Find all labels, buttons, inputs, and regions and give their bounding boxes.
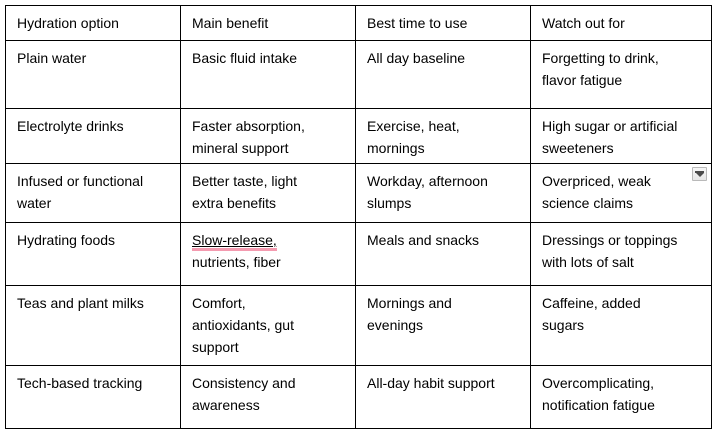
table-row: Plain water Basic fluid intake All day bas… — [5, 40, 712, 109]
cell-text: Hydrating foods — [17, 232, 116, 248]
cell-text: Consistency and awareness — [192, 375, 296, 413]
cell-text: Meals and snacks — [367, 232, 480, 248]
cell-text: Basic fluid intake — [192, 50, 298, 66]
cell-text: Better taste, light extra benefits — [192, 173, 298, 211]
header-cell[interactable]: Best time to use — [355, 5, 531, 41]
body-cell[interactable]: Slow-release, nutrients, fiber — [180, 222, 356, 286]
body-cell[interactable]: All day baseline — [355, 40, 531, 109]
cell-text: Exercise, heat, mornings — [367, 118, 460, 156]
cell-text: Overpriced, weak science claims — [542, 173, 651, 211]
cell-text: Plain water — [17, 50, 87, 66]
table-body: Hydration option Main benefit Best time to… — [5, 5, 712, 429]
cell-text: Infused or functional water — [17, 173, 144, 211]
header-cell[interactable]: Hydration option — [5, 5, 181, 41]
table-row: Infused or functional water Better taste,… — [5, 163, 712, 223]
cell-text: Best time to use — [367, 15, 468, 31]
body-cell[interactable]: Dressings or toppings with lots of salt — [530, 222, 712, 286]
cell-text: Mornings and evenings — [367, 295, 452, 333]
body-cell[interactable]: Infused or functional water — [5, 163, 181, 223]
cell-text: Tech-based tracking — [17, 375, 143, 391]
header-cell[interactable]: Watch out for — [530, 5, 712, 41]
body-cell[interactable]: Basic fluid intake — [180, 40, 356, 109]
cell-text: Faster absorption, mineral support — [192, 118, 305, 156]
body-cell[interactable]: Forgetting to drink, flavor fatigue — [530, 40, 712, 109]
body-cell[interactable]: Workday, afternoon slumps — [355, 163, 531, 223]
cell-text: nutrients, fiber — [192, 254, 281, 270]
cell-text: Hydration option — [17, 15, 119, 31]
body-cell[interactable]: Overcomplicating, notification fatigue — [530, 365, 712, 429]
cell-text: Forgetting to drink, flavor fatigue — [542, 50, 659, 88]
chevron-down-icon — [695, 171, 704, 177]
body-cell[interactable]: Tech-based tracking — [5, 365, 181, 429]
cell-text: All-day habit support — [367, 375, 495, 391]
cell-text: Main benefit — [192, 15, 269, 31]
table-row: Tech-based tracking Consistency and aware… — [5, 365, 712, 429]
hydration-table: Hydration option Main benefit Best time to… — [5, 5, 712, 429]
cell-text: Caffeine, added sugars — [542, 295, 641, 333]
header-cell[interactable]: Main benefit — [180, 5, 356, 41]
body-cell[interactable]: Caffeine, added sugars — [530, 285, 712, 366]
cell-text: Dressings or toppings with lots of salt — [542, 232, 678, 270]
body-cell[interactable]: Mornings and evenings — [355, 285, 531, 366]
body-cell[interactable]: Hydrating foods — [5, 222, 181, 286]
body-cell[interactable]: Faster absorption, mineral support — [180, 108, 356, 164]
cell-text: Workday, afternoon slumps — [367, 173, 488, 211]
table-row: Teas and plant milks Comfort, antioxidant… — [5, 285, 712, 366]
body-cell[interactable]: Exercise, heat, mornings — [355, 108, 531, 164]
body-cell[interactable]: Meals and snacks — [355, 222, 531, 286]
body-cell[interactable]: Plain water — [5, 40, 181, 109]
cell-text: All day baseline — [367, 50, 466, 66]
header-row: Hydration option Main benefit Best time to… — [5, 5, 712, 41]
body-cell[interactable]: All-day habit support — [355, 365, 531, 429]
cell-dropdown-button[interactable] — [692, 167, 707, 181]
table-row: Electrolyte drinks Faster absorption, min… — [5, 108, 712, 164]
cell-text: Comfort, antioxidants, gut support — [192, 295, 294, 355]
cell-text: Overcomplicating, notification fatigue — [542, 375, 655, 413]
cell-text: High sugar or artificial sweeteners — [542, 118, 678, 156]
body-cell[interactable]: Comfort, antioxidants, gut support — [180, 285, 356, 366]
body-cell[interactable]: Better taste, light extra benefits — [180, 163, 356, 223]
suggested-text: Slow-release, — [192, 232, 277, 251]
cell-text: Watch out for — [542, 15, 625, 31]
body-cell[interactable]: High sugar or artificial sweeteners — [530, 108, 712, 164]
body-cell[interactable]: Teas and plant milks — [5, 285, 181, 366]
body-cell[interactable]: Consistency and awareness — [180, 365, 356, 429]
body-cell[interactable]: Overpriced, weak science claims — [530, 163, 712, 223]
cell-text: Teas and plant milks — [17, 295, 144, 311]
body-cell[interactable]: Electrolyte drinks — [5, 108, 181, 164]
table-row: Hydrating foods Slow-release, nutrients, … — [5, 222, 712, 286]
cell-text: Electrolyte drinks — [17, 118, 124, 134]
